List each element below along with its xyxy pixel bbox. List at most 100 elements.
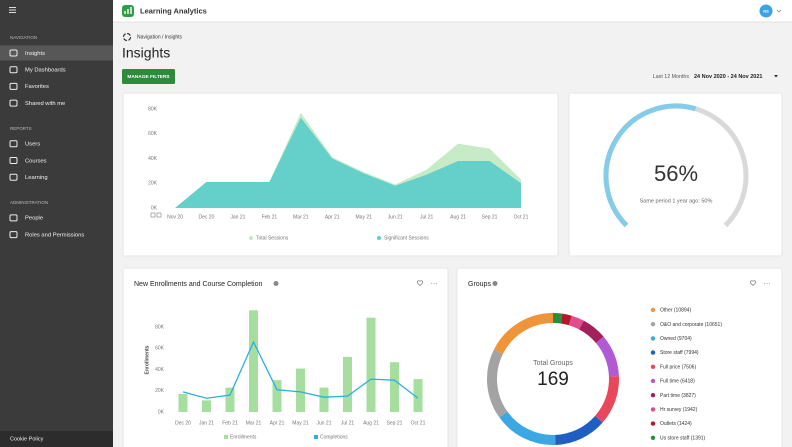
- x-tick-label: Jul 21: [341, 420, 355, 426]
- nav-item[interactable]: My Dashboards: [9, 66, 66, 74]
- nav-item[interactable]: Favorites: [9, 82, 49, 90]
- nav-section-title: NAVIGATION: [10, 35, 37, 40]
- x-tick-label: Oct 21: [514, 214, 529, 220]
- breadcrumb-icon: [122, 32, 132, 42]
- x-tick-label: Dec 20: [199, 214, 215, 220]
- menu-icon[interactable]: [9, 7, 16, 13]
- legend-label[interactable]: Full time (6418): [660, 379, 695, 385]
- zoom-in[interactable]: [156, 212, 162, 218]
- nav-label: Favorites: [25, 84, 49, 90]
- nav-icon: [9, 82, 18, 90]
- legend-swatch: [249, 236, 253, 240]
- legend-label[interactable]: Enrollments: [230, 435, 257, 441]
- legend-label[interactable]: Other (10894): [660, 308, 691, 314]
- button-label: MANAGE FILTERS: [127, 74, 170, 80]
- card: [456, 267, 783, 447]
- nav-icon: [9, 214, 18, 222]
- nav-item[interactable]: Courses: [9, 157, 47, 165]
- favorite-icon[interactable]: [416, 280, 424, 286]
- nav-item[interactable]: Shared with me: [9, 99, 65, 107]
- card-title: Groups: [468, 281, 491, 288]
- donut-segment: [552, 313, 563, 324]
- menu-bar: [9, 9, 16, 11]
- manage-filters-button[interactable]: [122, 69, 175, 84]
- sidebar-nav: NAVIGATION Insights My Dashboards Favorites…: [0, 35, 113, 238]
- legend-label[interactable]: O&O and corporate (10651): [660, 322, 722, 328]
- avatar[interactable]: [759, 4, 773, 18]
- legend-label[interactable]: Hr survey (1942): [660, 407, 698, 413]
- more-icon[interactable]: ···: [431, 280, 438, 287]
- y-tick-label: 0K: [151, 205, 158, 211]
- groups-card: ··· Groups Other (10894) O&O and corporate…: [456, 267, 783, 447]
- more-icon[interactable]: ···: [764, 280, 771, 287]
- gauge-value: [603, 103, 697, 228]
- x-tick-label: Mar 21: [246, 420, 262, 426]
- nav-item[interactable]: People: [9, 214, 43, 222]
- area: [175, 117, 521, 208]
- avatar-caret[interactable]: [776, 9, 782, 13]
- favorite-icon[interactable]: [749, 280, 757, 286]
- nav-item[interactable]: Users: [9, 140, 40, 148]
- nav-item[interactable]: Learning: [9, 173, 48, 181]
- legend-swatch: [650, 393, 656, 398]
- y-tick-label: 20K: [155, 388, 165, 394]
- x-tick-label: Sep 21: [387, 420, 403, 426]
- y-tick-label: 40K: [148, 156, 158, 162]
- x-tick-label: Jan 21: [199, 420, 214, 426]
- bar: [249, 310, 258, 412]
- nav-icon: [9, 66, 18, 74]
- donut-segment: [594, 376, 619, 423]
- y-tick-label: 80K: [148, 106, 158, 112]
- sessions-card: 0K 20K 40K 60K 80K Nov 20 Dec 20 Jan 21 Feb 21 Ma…: [122, 92, 559, 257]
- bar: [225, 387, 235, 412]
- x-tick-label: Dec 20: [175, 420, 191, 426]
- nav-label: My Dashboards: [25, 68, 66, 74]
- nav-label: Shared with me: [25, 101, 65, 107]
- legend-label[interactable]: Total Sessions: [256, 236, 289, 242]
- legend-swatch: [650, 378, 656, 384]
- page-title: Insights: [122, 45, 170, 61]
- legend-label[interactable]: Part time (3827): [660, 393, 696, 399]
- legend-label[interactable]: Full price (7506): [660, 364, 696, 370]
- menu-bar: [9, 12, 16, 13]
- nav-section-title: ADMINISTRATION: [10, 200, 48, 205]
- nav-icon: [9, 49, 18, 57]
- legend-label[interactable]: Store staff (7994): [660, 350, 699, 356]
- info-icon[interactable]: [273, 281, 279, 286]
- date-range[interactable]: 24 Nov 2020 - 24 Nov 2021: [694, 74, 763, 80]
- legend-swatch: [650, 307, 656, 313]
- card-title: New Enrollments and Course Completion: [134, 281, 262, 288]
- nav-item[interactable]: Roles and Permissions: [9, 231, 84, 239]
- legend-label[interactable]: Completions: [320, 435, 348, 441]
- legend-swatch: [650, 364, 656, 369]
- nav-item[interactable]: Insights: [0, 45, 113, 61]
- y-tick-label: 40K: [155, 367, 165, 373]
- donut-segment: [560, 313, 572, 326]
- donut-segment: [499, 411, 556, 445]
- breadcrumb: Navigation / Insights: [137, 35, 183, 41]
- nav-icon: [9, 140, 18, 148]
- top-bar: [113, 0, 792, 22]
- x-tick-label: Mar 21: [293, 214, 309, 220]
- nav-label: People: [25, 216, 43, 222]
- info-icon[interactable]: [492, 281, 498, 286]
- nav-label: Courses: [25, 158, 47, 164]
- bar: [390, 362, 399, 412]
- cookie-policy[interactable]: Cookie Policy: [10, 436, 44, 442]
- nav-active: [0, 45, 113, 61]
- nav-section-title: REPORTS: [10, 126, 32, 131]
- zoom-out[interactable]: [150, 212, 156, 218]
- gauge-subtitle: Same period 1 year ago: 50%: [640, 198, 713, 204]
- donut-segment: [568, 315, 584, 330]
- date-caret[interactable]: [774, 75, 778, 78]
- x-tick-label: Apr 21: [325, 214, 340, 220]
- legend-label[interactable]: Us store staff (1391): [660, 435, 706, 441]
- center-value: 169: [537, 369, 569, 390]
- legend-label[interactable]: Significant Sessions: [384, 236, 429, 242]
- x-tick-label: May 21: [292, 420, 309, 426]
- legend-label[interactable]: Owned (9704): [660, 336, 692, 342]
- nav-label: Insights: [25, 51, 45, 57]
- legend-label[interactable]: Outlets (1424): [660, 421, 692, 427]
